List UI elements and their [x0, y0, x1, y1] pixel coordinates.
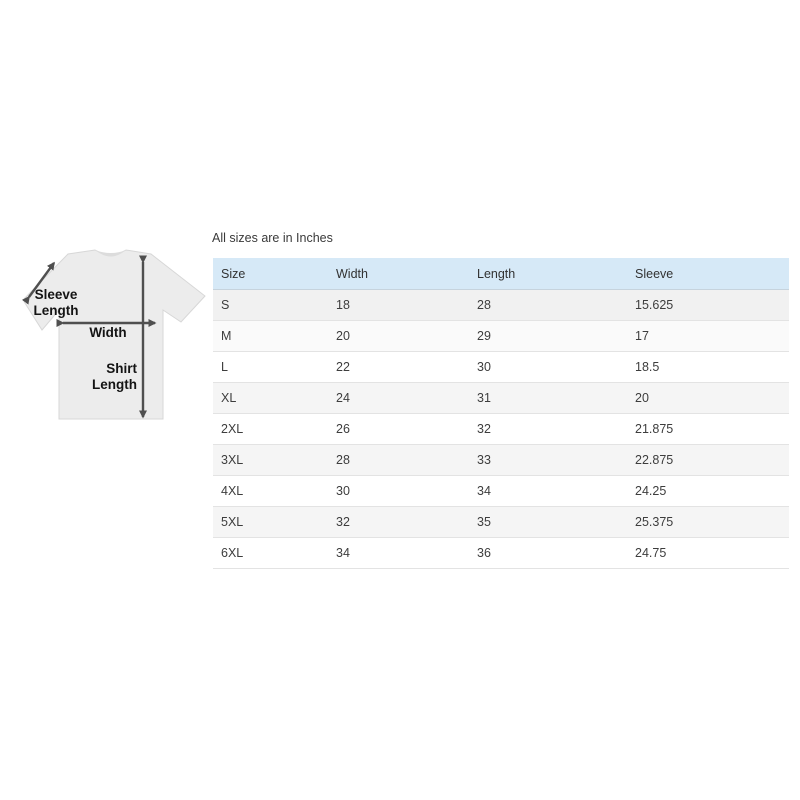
table-cell: 22.875 — [627, 444, 789, 476]
table-cell: 25.375 — [627, 506, 789, 538]
shirt-length-label-line1: Shirt — [106, 361, 137, 376]
table-cell: 21.875 — [627, 413, 789, 445]
col-header-width: Width — [328, 258, 469, 290]
sleeve-length-label-line2: Length — [33, 302, 79, 318]
table-cell: XL — [213, 382, 328, 414]
table-row: 4XL 30 34 24.25 — [213, 475, 789, 507]
sleeve-length-label: Sleeve Length — [24, 287, 88, 318]
table-cell: M — [213, 320, 328, 352]
col-header-sleeve: Sleeve — [627, 258, 789, 290]
col-header-size: Size — [213, 258, 328, 290]
table-cell: 26 — [328, 413, 469, 445]
table-cell: 32 — [328, 506, 469, 538]
table-cell: 18.5 — [627, 351, 789, 383]
tshirt-collar — [95, 250, 126, 257]
table-cell: 34 — [328, 537, 469, 569]
table-cell: 17 — [627, 320, 789, 352]
table-row: 6XL 34 36 24.75 — [213, 537, 789, 569]
table-cell: 30 — [469, 351, 627, 383]
size-table-body: S 18 28 15.625 M 20 29 17 L 22 30 18.5 XL 24 31 20 2XL 26… — [213, 289, 789, 569]
table-cell: 20 — [328, 320, 469, 352]
table-cell: 20 — [627, 382, 789, 414]
sleeve-length-arrow — [21, 261, 55, 305]
table-cell: 34 — [469, 475, 627, 507]
table-cell: 22 — [328, 351, 469, 383]
table-cell: 3XL — [213, 444, 328, 476]
table-cell: 24.75 — [627, 537, 789, 569]
table-cell: 35 — [469, 506, 627, 538]
table-cell: 24.25 — [627, 475, 789, 507]
table-cell: S — [213, 289, 328, 321]
table-cell: L — [213, 351, 328, 383]
sleeve-length-label-line1: Sleeve — [34, 287, 78, 302]
table-cell: 30 — [328, 475, 469, 507]
table-cell: 15.625 — [627, 289, 789, 321]
units-note: All sizes are in Inches — [212, 231, 333, 245]
size-table: Size Width Length Sleeve S 18 28 15.625 M 20 2… — [213, 258, 789, 569]
table-cell: 6XL — [213, 537, 328, 569]
table-cell: 28 — [469, 289, 627, 321]
table-cell: 29 — [469, 320, 627, 352]
table-cell: 4XL — [213, 475, 328, 507]
table-cell: 31 — [469, 382, 627, 414]
tshirt-diagram: Sleeve Length Width Shirt Length — [0, 0, 210, 440]
size-table-header: Size Width Length Sleeve — [213, 258, 789, 290]
table-cell: 2XL — [213, 413, 328, 445]
table-cell: 33 — [469, 444, 627, 476]
table-cell: 28 — [328, 444, 469, 476]
table-row: S 18 28 15.625 — [213, 289, 789, 321]
table-cell: 24 — [328, 382, 469, 414]
col-header-length: Length — [469, 258, 627, 290]
table-cell: 36 — [469, 537, 627, 569]
tshirt-illustration — [21, 249, 206, 420]
table-cell: 5XL — [213, 506, 328, 538]
table-row: XL 24 31 20 — [213, 382, 789, 414]
table-row: 3XL 28 33 22.875 — [213, 444, 789, 476]
table-row: M 20 29 17 — [213, 320, 789, 352]
shirt-length-label-line2: Length — [92, 376, 137, 392]
shirt-length-label: Shirt Length — [75, 361, 137, 392]
table-row: L 22 30 18.5 — [213, 351, 789, 383]
table-row: 2XL 26 32 21.875 — [213, 413, 789, 445]
width-label: Width — [89, 325, 127, 340]
table-cell: 32 — [469, 413, 627, 445]
table-cell: 18 — [328, 289, 469, 321]
header-row: Size Width Length Sleeve — [213, 258, 789, 290]
table-row: 5XL 32 35 25.375 — [213, 506, 789, 538]
